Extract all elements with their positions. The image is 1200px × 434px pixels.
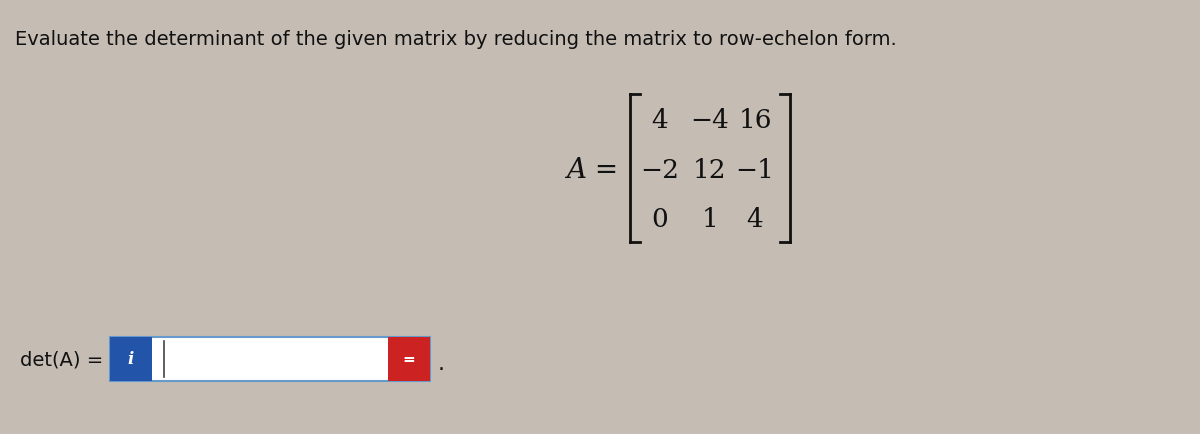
Text: 12: 12 [694, 157, 727, 182]
Text: −1: −1 [736, 157, 774, 182]
Text: det(A) =: det(A) = [20, 350, 103, 368]
Text: .: . [438, 353, 445, 373]
Text: 1: 1 [702, 207, 719, 232]
FancyBboxPatch shape [110, 337, 430, 381]
Text: −2: −2 [641, 157, 679, 182]
FancyBboxPatch shape [388, 337, 430, 381]
Text: =: = [403, 352, 415, 367]
Text: −4: −4 [690, 107, 730, 132]
Text: Evaluate the determinant of the given matrix by reducing the matrix to row-echel: Evaluate the determinant of the given ma… [14, 30, 896, 49]
Text: 16: 16 [738, 107, 772, 132]
Text: i: i [128, 351, 134, 368]
FancyBboxPatch shape [110, 337, 152, 381]
Text: 0: 0 [652, 207, 668, 232]
Text: 4: 4 [746, 207, 763, 232]
Text: A =: A = [566, 156, 618, 183]
Text: 4: 4 [652, 107, 668, 132]
